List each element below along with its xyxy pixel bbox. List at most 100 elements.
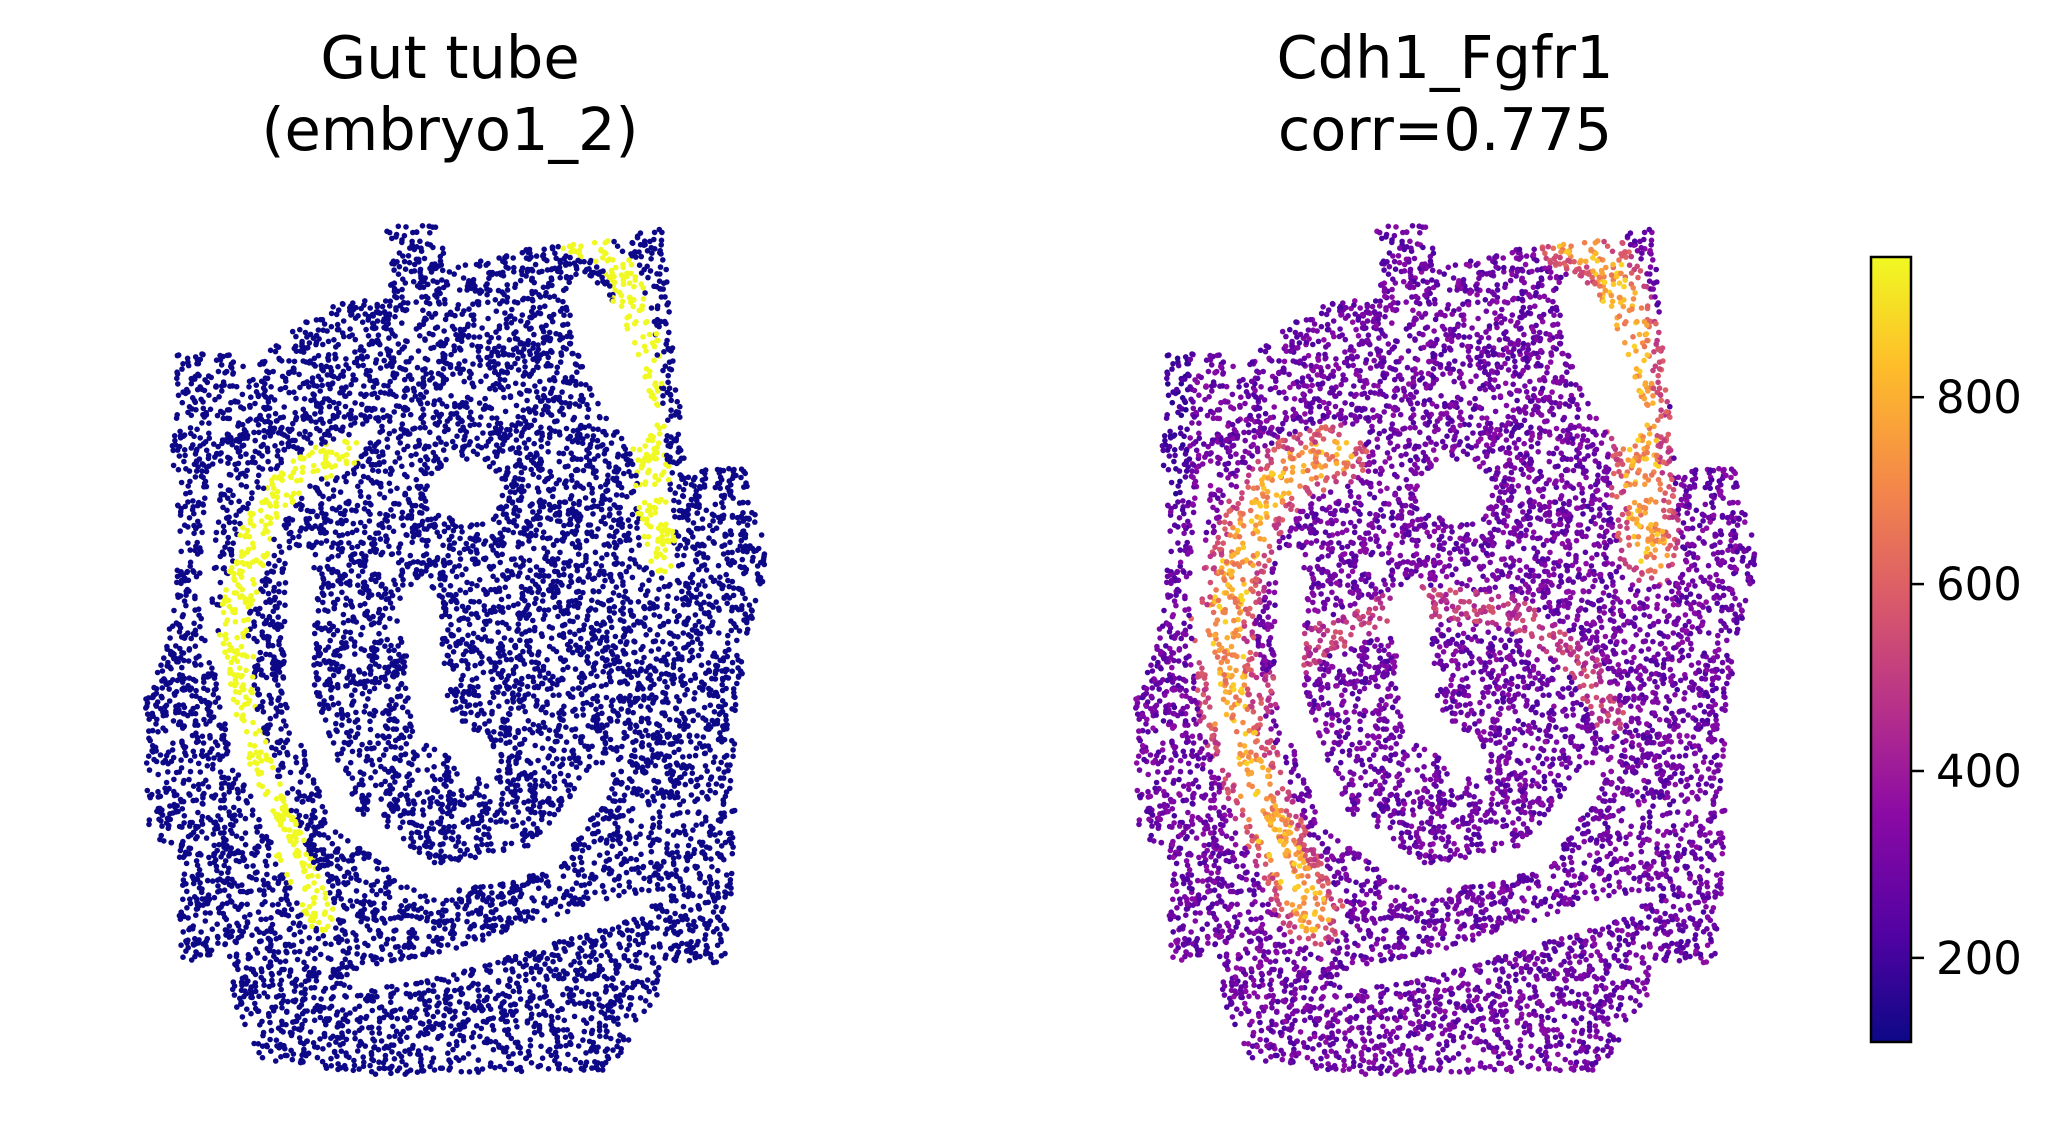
cell-point bbox=[207, 860, 213, 867]
cell-point bbox=[540, 392, 547, 399]
cell-point bbox=[695, 652, 702, 659]
cell-point bbox=[461, 840, 467, 847]
gut-tube-cell-point bbox=[314, 467, 321, 474]
cell-point bbox=[177, 572, 184, 578]
cell-point bbox=[537, 398, 544, 405]
cell-point bbox=[521, 799, 527, 806]
cell-point bbox=[468, 794, 475, 800]
cell-point bbox=[750, 554, 756, 561]
cell-point bbox=[323, 1065, 330, 1071]
cell-point bbox=[359, 568, 366, 575]
cell-point bbox=[275, 682, 281, 688]
cell-point bbox=[648, 830, 654, 836]
cell-point bbox=[618, 1004, 624, 1010]
cell-point bbox=[688, 836, 694, 842]
cell-point bbox=[579, 901, 586, 908]
cell-point bbox=[387, 418, 393, 424]
cell-point bbox=[471, 421, 478, 428]
cell-point bbox=[349, 791, 356, 797]
cell-point bbox=[508, 840, 515, 847]
cell-point bbox=[650, 793, 656, 800]
cell-point bbox=[360, 362, 367, 369]
cell-point bbox=[155, 771, 161, 778]
cell-point bbox=[212, 396, 218, 403]
gut-tube-cell-point bbox=[332, 463, 339, 469]
cell-point bbox=[516, 450, 523, 457]
cell-point bbox=[553, 966, 559, 973]
cell-point bbox=[312, 551, 319, 558]
cell-point bbox=[263, 651, 269, 658]
cell-point bbox=[215, 368, 222, 375]
cell-point bbox=[553, 648, 560, 655]
cell-point bbox=[232, 776, 239, 782]
cell-point bbox=[340, 611, 347, 618]
cell-point bbox=[390, 513, 397, 519]
gut-tube-cell-point bbox=[645, 437, 651, 444]
cell-point bbox=[647, 1002, 653, 1008]
cell-point bbox=[496, 659, 503, 665]
cell-point bbox=[616, 805, 622, 811]
cell-point bbox=[318, 847, 324, 853]
cell-point bbox=[373, 530, 379, 537]
cell-point bbox=[418, 401, 424, 407]
cell-point bbox=[165, 769, 171, 775]
cell-point bbox=[491, 729, 497, 735]
cell-point bbox=[291, 358, 298, 365]
cell-point bbox=[522, 956, 529, 963]
cell-point bbox=[595, 828, 601, 835]
cell-point bbox=[348, 568, 355, 574]
cell-point bbox=[699, 821, 705, 827]
cell-point bbox=[291, 988, 298, 994]
cell-point bbox=[450, 649, 457, 655]
cell-point bbox=[184, 569, 190, 576]
cell-point bbox=[344, 971, 350, 978]
cell-point bbox=[353, 709, 359, 716]
cell-point bbox=[197, 952, 204, 958]
cell-point bbox=[573, 880, 580, 886]
cell-point bbox=[275, 767, 282, 773]
cell-point bbox=[239, 1014, 246, 1020]
cell-point bbox=[579, 562, 586, 569]
cell-point bbox=[478, 378, 484, 385]
cell-point bbox=[311, 682, 318, 688]
cell-point bbox=[600, 816, 607, 822]
cell-point bbox=[560, 411, 567, 418]
cell-point bbox=[407, 843, 414, 849]
cell-point bbox=[615, 1038, 622, 1044]
cell-point bbox=[211, 859, 218, 866]
cell-point bbox=[428, 910, 434, 917]
cell-point bbox=[307, 431, 313, 438]
cell-point bbox=[570, 686, 576, 692]
cell-point bbox=[504, 698, 511, 705]
cell-point bbox=[447, 686, 454, 693]
cell-point bbox=[568, 578, 574, 585]
cell-point bbox=[372, 769, 379, 775]
gut-tube-cell-point bbox=[630, 303, 637, 310]
cell-point bbox=[408, 830, 415, 836]
cell-point bbox=[360, 421, 366, 427]
cell-point bbox=[513, 562, 519, 568]
cell-point bbox=[637, 586, 644, 593]
cell-point bbox=[146, 716, 152, 722]
cell-point bbox=[287, 769, 294, 776]
cell-point bbox=[254, 829, 260, 835]
cell-point bbox=[330, 540, 337, 546]
cell-point bbox=[474, 435, 480, 442]
cell-point bbox=[374, 303, 381, 310]
cell-point bbox=[701, 704, 708, 711]
cell-point bbox=[400, 522, 407, 529]
cell-point bbox=[470, 301, 476, 308]
cell-point bbox=[405, 300, 411, 306]
cell-point bbox=[484, 286, 490, 292]
cell-point bbox=[226, 352, 232, 358]
cell-point bbox=[350, 372, 356, 378]
cell-point bbox=[528, 1060, 535, 1066]
cell-point bbox=[192, 662, 199, 668]
cell-point bbox=[620, 579, 626, 585]
cell-point bbox=[647, 605, 653, 612]
cell-point bbox=[480, 430, 486, 436]
cell-point bbox=[729, 659, 736, 666]
cell-point bbox=[665, 593, 671, 599]
cell-point bbox=[510, 352, 516, 358]
cell-point bbox=[532, 383, 538, 389]
